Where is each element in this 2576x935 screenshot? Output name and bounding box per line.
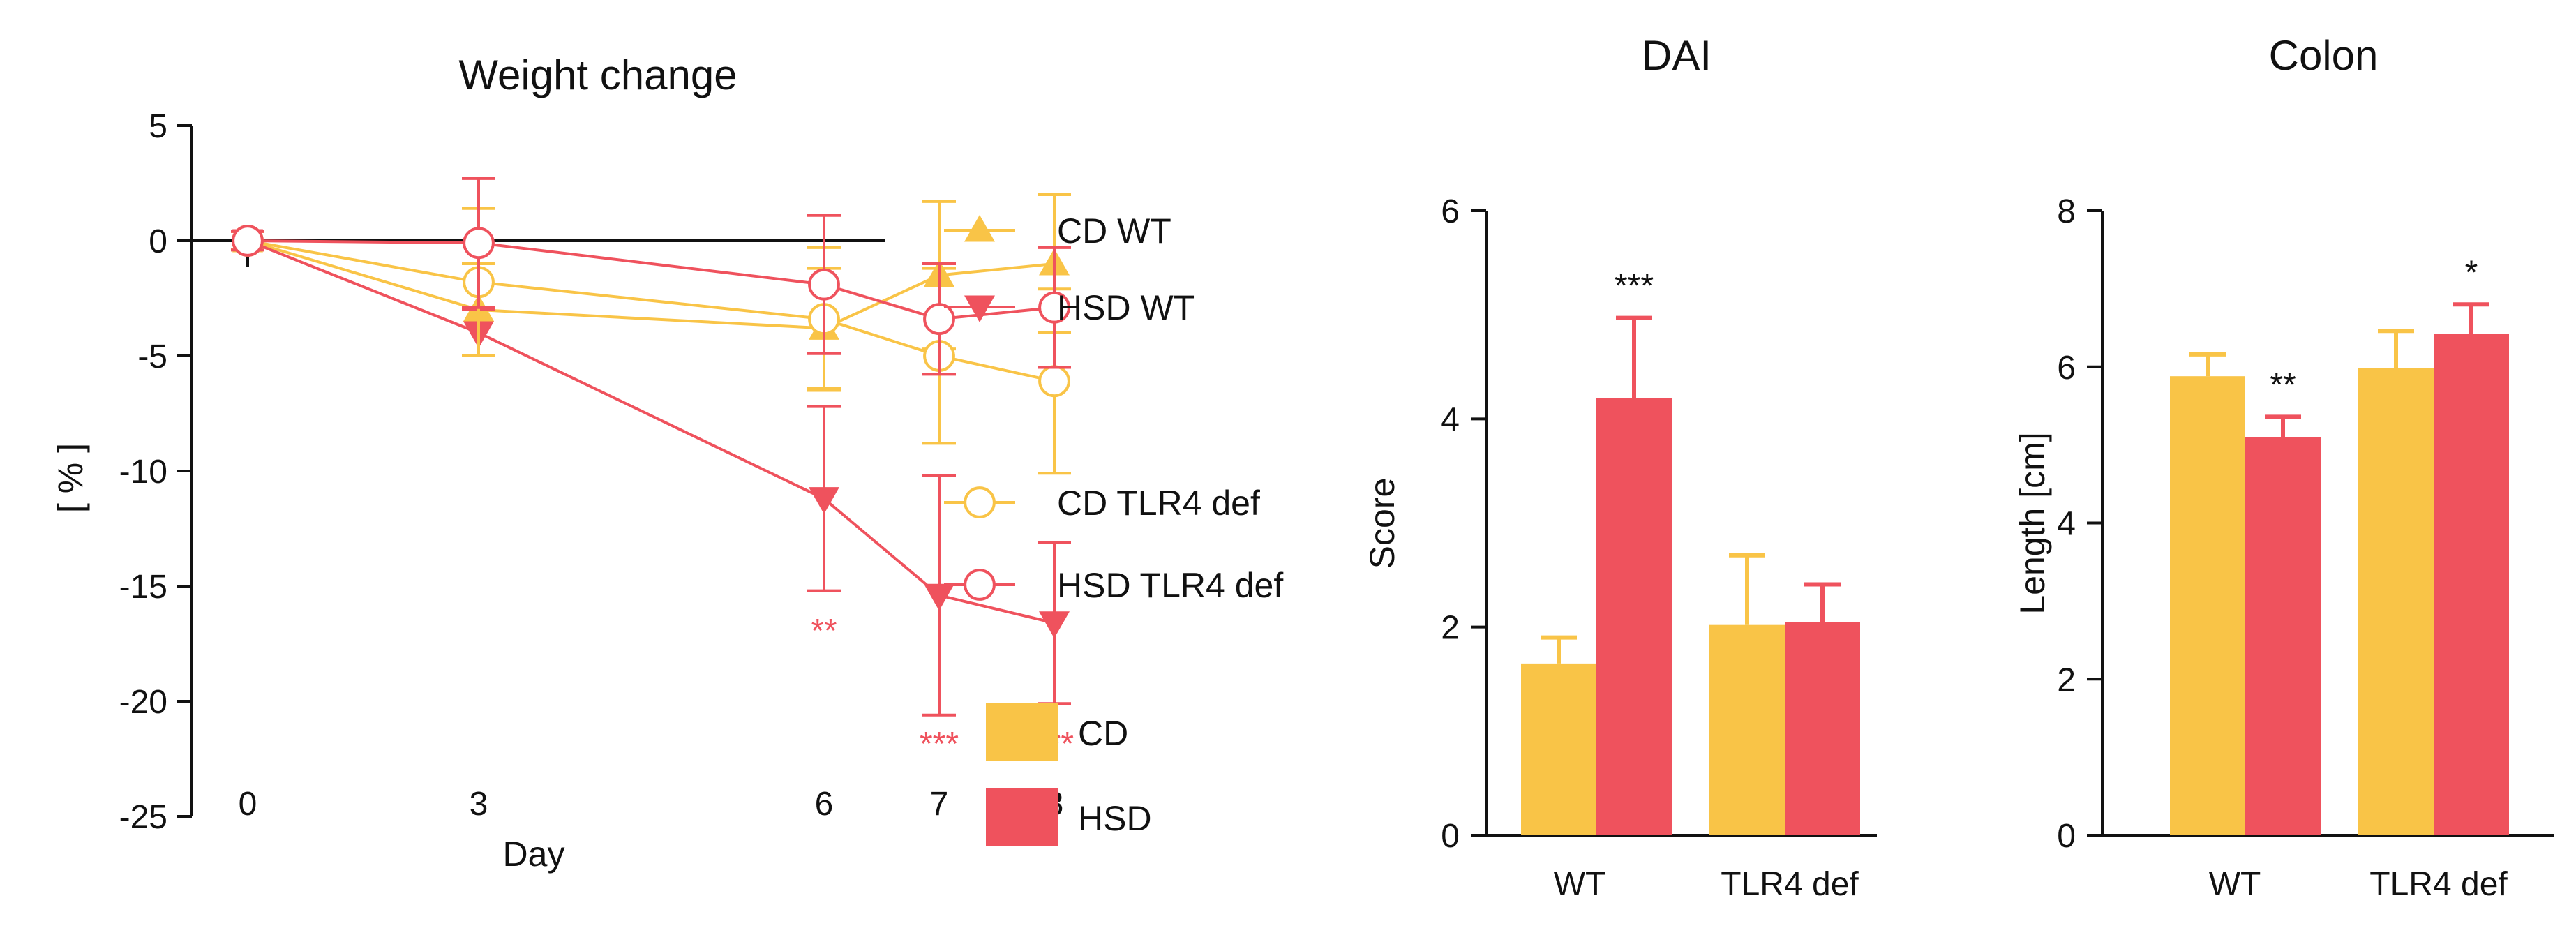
circle-marker xyxy=(1038,365,1070,398)
bar-cd xyxy=(2170,376,2245,835)
legend-item: CD TLR4 def xyxy=(944,484,1260,523)
x-axis-label: Day xyxy=(503,835,565,874)
bar-hsd xyxy=(1596,398,1672,835)
y-tick-label: -5 xyxy=(137,338,167,375)
y-axis-label: [ % ] xyxy=(51,443,90,513)
y-tick-label: 6 xyxy=(2057,350,2076,387)
legend: CD WT HSD WT CD TLR4 def HSD TLR4 def CD HSD xyxy=(944,211,1283,846)
y-tick-label: 6 xyxy=(1441,193,1460,230)
legend-swatch xyxy=(986,703,1058,761)
bar-hsd xyxy=(2245,437,2321,835)
x-tick-label: WT xyxy=(1554,866,1606,903)
legend-label: HSD WT xyxy=(1057,288,1195,327)
y-tick-label: -25 xyxy=(119,799,167,836)
significance-label: ** xyxy=(811,613,837,650)
legend-label: CD WT xyxy=(1057,211,1171,250)
y-axis-label: Score xyxy=(1363,478,1402,569)
x-tick-label: 0 xyxy=(239,786,257,823)
circle-marker xyxy=(463,227,495,260)
legend-item: HSD xyxy=(986,788,1152,846)
circle-marker xyxy=(964,569,996,601)
y-tick-label: 0 xyxy=(149,223,167,260)
significance-label: * xyxy=(2465,254,2478,291)
x-tick-label: WT xyxy=(2209,866,2261,903)
legend-item: CD xyxy=(986,703,1128,761)
triangle-down-marker xyxy=(1039,611,1070,638)
y-tick-label: 8 xyxy=(2057,193,2076,230)
y-axis-label: Length [cm] xyxy=(2013,432,2052,614)
y-tick-label: 0 xyxy=(1441,818,1460,855)
y-tick-label: 5 xyxy=(149,108,167,145)
circle-marker xyxy=(808,268,840,301)
y-tick-label: -20 xyxy=(119,684,167,721)
circle-marker xyxy=(964,486,996,518)
legend-swatch xyxy=(986,788,1058,846)
triangle-down-marker xyxy=(809,487,839,514)
bar-cd xyxy=(1709,624,1785,835)
significance-label: *** xyxy=(1615,268,1654,305)
bar-hsd xyxy=(1785,622,1860,835)
legend-label: HSD TLR4 def xyxy=(1057,566,1283,605)
bar-hsd xyxy=(2434,334,2509,835)
legend-item: HSD WT xyxy=(944,288,1195,327)
legend-item: HSD TLR4 def xyxy=(944,566,1283,605)
legend-label: HSD xyxy=(1078,799,1152,838)
triangle-down-marker xyxy=(924,583,954,611)
x-tick-label: 3 xyxy=(470,786,488,823)
legend-label: CD xyxy=(1078,714,1128,753)
dai-chart: DAI Score 0 2 4 6 WT TLR4 def *** xyxy=(1363,32,1877,903)
bar-cd xyxy=(2358,368,2434,835)
legend-item: CD WT xyxy=(944,211,1171,250)
y-tick-label: 2 xyxy=(2057,661,2076,698)
circle-marker xyxy=(1038,291,1070,324)
weight-change-chart: Weight change 50-5-10-15-20-2503678 ****… xyxy=(51,52,1283,874)
significance-label: ** xyxy=(2270,366,2296,403)
triangle-up-marker xyxy=(964,215,995,242)
series-hsd-wt xyxy=(231,229,1071,717)
y-tick-label: 4 xyxy=(1441,401,1460,438)
circle-marker xyxy=(923,303,955,336)
y-tick-label: -10 xyxy=(119,454,167,491)
chart-title: Colon xyxy=(2269,32,2379,79)
y-tick-label: 0 xyxy=(2057,818,2076,855)
legend-label: CD TLR4 def xyxy=(1057,484,1260,523)
series-cd-tlr4-def xyxy=(231,207,1071,475)
x-tick-label: TLR4 def xyxy=(2369,866,2508,903)
chart-title: Weight change xyxy=(458,52,737,98)
chart-title: DAI xyxy=(1642,32,1712,79)
x-tick-label: 6 xyxy=(815,786,834,823)
circle-marker xyxy=(232,225,264,257)
significance-label: *** xyxy=(920,726,959,763)
triangle-down-marker xyxy=(964,295,995,322)
series-line xyxy=(247,239,1055,624)
x-tick-label: TLR4 def xyxy=(1721,866,1859,903)
y-tick-label: 2 xyxy=(1441,610,1460,647)
x-tick-label: 7 xyxy=(930,786,949,823)
bar-cd xyxy=(1521,663,1596,835)
y-tick-label: 4 xyxy=(2057,506,2076,543)
y-tick-label: -15 xyxy=(119,569,167,606)
